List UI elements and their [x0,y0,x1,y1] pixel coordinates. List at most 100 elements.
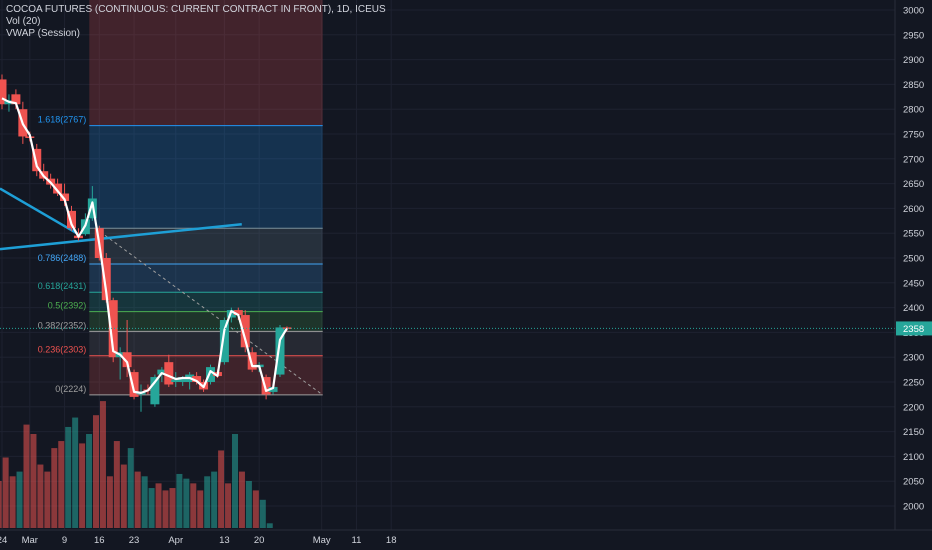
trend-line-up [0,223,242,251]
price-tick-label: 2900 [903,55,924,66]
volume-bar [79,443,86,528]
price-tick-label: 2100 [903,452,924,463]
volume-bar [266,523,273,528]
volume-bar [245,481,252,528]
candle-body [53,183,63,194]
candle-body [233,310,243,316]
price-tick-label: 2850 [903,80,924,91]
price-axis[interactable]: 3000 2950 2900 2850 2800 2750 2700 2650 2600 2550… [894,0,932,550]
fib-band [89,263,323,293]
volume-bar [134,471,141,528]
volume-bar [190,483,197,528]
volume-bars [0,401,273,528]
candle-body [67,210,76,229]
time-tick-label: 20 [254,535,265,546]
trend-lines[interactable] [0,187,242,251]
time-tick-label: 11 [352,535,362,546]
price-tick-label: 2950 [903,30,924,41]
fib-band [89,292,323,312]
candle-body [240,315,250,348]
volume-bar [120,464,127,528]
fib-band [89,311,323,332]
volume-indicator-label[interactable]: Vol (20) [6,16,41,27]
volume-bar [37,464,44,528]
last-price-label: 2358 [903,324,924,335]
candle-body [275,327,285,375]
volume-bar [127,448,134,528]
candle-body [101,258,111,301]
candle-body [11,94,21,105]
time-tick-label: May [313,535,331,546]
volume-bar [2,457,9,528]
time-tick-label: 9 [62,535,67,546]
volume-bar [30,434,37,528]
volume-bar [99,401,106,528]
price-tick-label: 2200 [903,402,924,413]
volume-bar [148,488,155,528]
candle-body [192,376,202,382]
price-tick-label: 2700 [903,154,924,165]
last-price-badge [896,321,932,336]
volume-bar [238,471,245,528]
time-axis[interactable]: 24 Mar 9 16 23 Apr 13 20 May 11 18 [0,529,932,546]
candle-body [129,372,139,397]
volume-bar [72,417,79,528]
candle-body [150,377,160,405]
volume-bar [197,490,204,528]
candle-body [171,379,181,382]
price-tick-label: 2300 [903,353,924,364]
symbol-title[interactable]: COCOA FUTURES (CONTINUOUS: CURRENT CONTR… [6,4,386,15]
candle-body [108,300,118,358]
volume-bar [113,441,120,528]
vwap-indicator-label[interactable]: VWAP (Session) [6,28,80,39]
candle-body [268,386,278,392]
volume-bar [204,476,211,528]
volume-bar [93,415,99,528]
volume-bar [51,448,58,528]
price-tick-label: 3000 [903,6,924,17]
time-tick-label: 24 [0,535,7,546]
volume-bar [252,490,259,528]
volume-bar [176,473,183,528]
fib-level-label: 0.236(2303) [38,345,87,355]
candle-body [206,367,215,382]
volume-bar [23,424,30,528]
volume-bar [86,434,93,528]
candle-body [0,79,7,105]
price-tick-label: 2650 [903,179,924,190]
price-tick-label: 2150 [903,427,924,438]
price-axis-background [895,0,932,550]
volume-bar [44,471,51,528]
time-tick-label: Mar [22,535,38,546]
candle-body [122,352,132,368]
fib-trend-line [95,227,323,396]
fib-level-label: 0.382(2352) [38,320,87,330]
candle-body [178,377,188,382]
price-tick-label: 2050 [903,477,924,488]
fib-band [89,228,323,264]
price-tick-label: 2600 [903,204,924,215]
time-tick-label: Apr [168,535,183,546]
candle-body [282,327,292,329]
volume-bar [211,471,218,528]
fib-band [89,331,323,356]
fib-retracement[interactable]: 1.618(2767) 0.786(2488) 0.618(2431) 0.5(239… [38,0,323,396]
volume-bar [218,450,225,528]
volume-bar [65,426,72,528]
volume-bar [58,441,65,528]
time-tick-label: 13 [219,535,230,546]
volume-bar [155,483,162,528]
fib-band [89,125,323,229]
time-tick-label: 16 [94,535,105,546]
fib-level-label: 0.618(2431) [38,281,87,291]
candle-body [164,362,174,385]
candle-body [60,193,70,201]
price-tick-label: 2550 [903,229,924,240]
fib-level-label: 0.5(2392) [48,301,87,311]
price-tick-label: 2750 [903,130,924,141]
volume-bar [259,499,266,528]
candle-body [247,352,257,370]
fib-zone-top [89,0,323,126]
